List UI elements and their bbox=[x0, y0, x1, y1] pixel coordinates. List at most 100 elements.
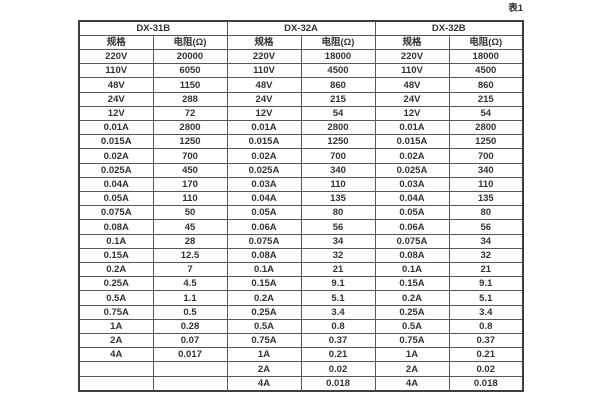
spec-cell: 0.25A bbox=[226, 304, 302, 320]
table-row: 0.075A 50 0.05A 80 0.05A 80 bbox=[78, 205, 524, 221]
resistance-cell: 0.37 bbox=[448, 333, 524, 349]
group-header-dx31b: DX-31B bbox=[78, 20, 228, 36]
table-row: 220V 20000 220V 18000 220V 18000 bbox=[78, 48, 524, 65]
resistance-cell: 45 bbox=[152, 219, 228, 235]
spec-cell: 0.5A bbox=[226, 318, 302, 335]
table-row: 0.025A 450 0.025A 340 0.025A 340 bbox=[78, 162, 524, 178]
resistance-cell: 50 bbox=[152, 205, 228, 221]
table-row: 0.5A 1.1 0.2A 5.1 0.2A 5.1 bbox=[78, 290, 524, 306]
resistance-column-header: 电阻(Ω) bbox=[300, 35, 376, 50]
spec-cell: 0.2A bbox=[78, 262, 154, 278]
spec-cell: 2A bbox=[226, 361, 302, 377]
resistance-cell: 0.8 bbox=[448, 318, 524, 335]
spec-cell: 0.75A bbox=[226, 333, 302, 349]
resistance-cell: 5.1 bbox=[300, 290, 376, 306]
table-row: 0.25A 4.5 0.15A 9.1 0.15A 9.1 bbox=[78, 276, 524, 292]
spec-cell: 0.15A bbox=[374, 276, 450, 292]
resistance-cell: 215 bbox=[448, 91, 524, 107]
resistance-cell: 5.1 bbox=[448, 290, 524, 306]
resistance-cell: 4500 bbox=[300, 63, 376, 79]
resistance-cell: 0.37 bbox=[300, 333, 376, 349]
resistance-cell: 110 bbox=[448, 176, 524, 193]
spec-cell: 0.2A bbox=[226, 290, 302, 306]
resistance-cell: 860 bbox=[300, 77, 376, 93]
table-row: 48V 1150 48V 860 48V 860 bbox=[78, 77, 524, 93]
resistance-cell: 1.1 bbox=[152, 290, 228, 306]
spec-cell: 4A bbox=[374, 375, 450, 392]
resistance-cell: 700 bbox=[300, 148, 376, 164]
resistance-cell: 0.8 bbox=[300, 318, 376, 335]
table-row: 0.08A 45 0.06A 56 0.06A 56 bbox=[78, 219, 524, 235]
resistance-cell: 135 bbox=[448, 191, 524, 207]
resistance-cell: 1250 bbox=[152, 134, 228, 150]
spec-cell: 0.25A bbox=[78, 276, 154, 292]
resistance-cell: 18000 bbox=[300, 48, 376, 65]
spec-cell: 0.05A bbox=[78, 191, 154, 207]
spec-cell: 4A bbox=[78, 347, 154, 363]
resistance-cell: 0.017 bbox=[152, 347, 228, 363]
spec-cell: 4A bbox=[226, 375, 302, 392]
spec-cell: 0.04A bbox=[374, 191, 450, 207]
spec-cell: 1A bbox=[374, 347, 450, 363]
table-caption: 表1 bbox=[508, 3, 523, 14]
spec-cell: 0.5A bbox=[374, 318, 450, 335]
resistance-cell: 450 bbox=[152, 162, 228, 178]
resistance-cell: 9.1 bbox=[448, 276, 524, 292]
table-row: 24V 288 24V 215 24V 215 bbox=[78, 91, 524, 107]
spec-cell: 0.02A bbox=[226, 148, 302, 164]
resistance-cell: 54 bbox=[300, 105, 376, 122]
spec-cell: 0.06A bbox=[374, 219, 450, 235]
resistance-cell: 4500 bbox=[448, 63, 524, 79]
spec-cell: 0.02A bbox=[374, 148, 450, 164]
spec-column-header: 规格 bbox=[226, 35, 302, 50]
group-header-dx32a: DX-32A bbox=[226, 20, 376, 36]
table-row: 0.01A 2800 0.01A 2800 0.01A 2800 bbox=[78, 120, 524, 136]
resistance-cell bbox=[152, 375, 228, 392]
table-row: 0.04A 170 0.03A 110 0.03A 110 bbox=[78, 176, 524, 193]
resistance-cell: 0.21 bbox=[448, 347, 524, 363]
spec-cell: 220V bbox=[78, 48, 154, 65]
resistance-cell: 0.018 bbox=[448, 375, 524, 392]
resistance-cell: 4.5 bbox=[152, 276, 228, 292]
spec-cell: 24V bbox=[78, 91, 154, 107]
table-body: 220V 20000 220V 18000 220V 18000 110V 6050 110V 4… bbox=[78, 48, 524, 392]
resistance-cell: 2800 bbox=[152, 120, 228, 136]
resistance-cell: 3.4 bbox=[448, 304, 524, 320]
spec-cell: 0.05A bbox=[374, 205, 450, 221]
spec-cell: 0.075A bbox=[78, 205, 154, 221]
table-row: 0.75A 0.5 0.25A 3.4 0.25A 3.4 bbox=[78, 304, 524, 320]
spec-cell: 2A bbox=[78, 333, 154, 349]
resistance-cell: 12.5 bbox=[152, 247, 228, 264]
resistance-cell: 700 bbox=[448, 148, 524, 164]
resistance-cell: 0.5 bbox=[152, 304, 228, 320]
table-row: 0.02A 700 0.02A 700 0.02A 700 bbox=[78, 148, 524, 164]
spec-cell: 0.01A bbox=[78, 120, 154, 136]
resistance-cell: 6050 bbox=[152, 63, 228, 79]
spec-cell: 110V bbox=[226, 63, 302, 79]
resistance-cell: 56 bbox=[300, 219, 376, 235]
spec-cell: 0.08A bbox=[226, 247, 302, 264]
spec-cell: 12V bbox=[78, 105, 154, 122]
spec-cell: 0.75A bbox=[78, 304, 154, 320]
table-row: 0.15A 12.5 0.08A 32 0.08A 32 bbox=[78, 247, 524, 264]
resistance-cell: 0.07 bbox=[152, 333, 228, 349]
spec-cell: 0.075A bbox=[374, 233, 450, 249]
resistance-cell: 0.28 bbox=[152, 318, 228, 335]
table-row: 12V 72 12V 54 12V 54 bbox=[78, 105, 524, 122]
table-row: 0.05A 110 0.04A 135 0.04A 135 bbox=[78, 191, 524, 207]
spec-cell: 0.03A bbox=[374, 176, 450, 193]
spec-cell: 1A bbox=[226, 347, 302, 363]
resistance-cell: 340 bbox=[448, 162, 524, 178]
spec-column-header: 规格 bbox=[78, 35, 154, 50]
resistance-cell: 56 bbox=[448, 219, 524, 235]
resistance-column-header: 电阻(Ω) bbox=[152, 35, 228, 50]
spec-cell: 220V bbox=[374, 48, 450, 65]
resistance-cell: 20000 bbox=[152, 48, 228, 65]
spec-cell: 0.2A bbox=[374, 290, 450, 306]
spec-cell: 0.1A bbox=[78, 233, 154, 249]
spec-cell: 0.75A bbox=[374, 333, 450, 349]
resistance-cell: 135 bbox=[300, 191, 376, 207]
resistance-cell: 0.02 bbox=[448, 361, 524, 377]
table-row: 1A 0.28 0.5A 0.8 0.5A 0.8 bbox=[78, 318, 524, 335]
spec-cell: 0.03A bbox=[226, 176, 302, 193]
